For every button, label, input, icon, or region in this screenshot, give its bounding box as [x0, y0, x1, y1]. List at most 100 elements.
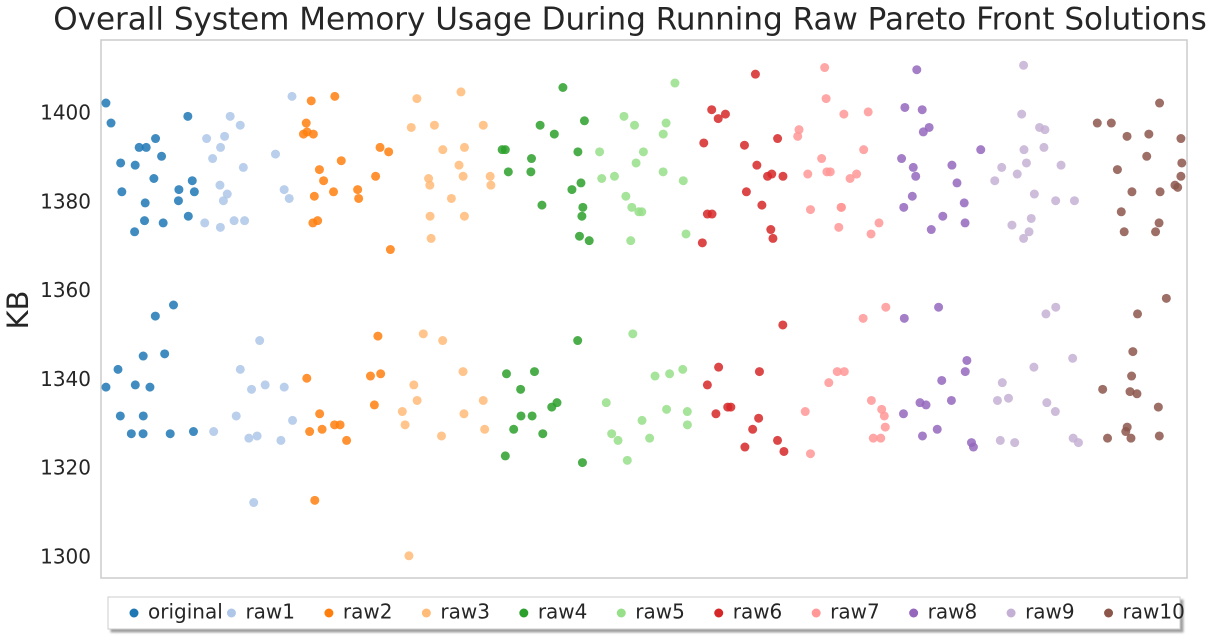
point: [1153, 402, 1163, 412]
point: [235, 120, 245, 130]
point: [899, 202, 909, 212]
point: [793, 131, 803, 141]
legend-marker: [129, 608, 139, 618]
point: [200, 218, 210, 228]
point: [183, 111, 193, 121]
point: [385, 245, 395, 255]
point: [834, 222, 844, 232]
point: [960, 367, 970, 377]
point: [637, 415, 647, 425]
legend-marker: [811, 608, 821, 618]
point: [1151, 227, 1161, 237]
point: [158, 218, 168, 228]
point: [138, 351, 148, 361]
point: [215, 222, 225, 232]
point: [720, 109, 730, 119]
point: [478, 120, 488, 130]
point: [215, 180, 225, 190]
point: [458, 171, 468, 181]
point: [459, 211, 469, 221]
point: [750, 69, 760, 79]
point: [1132, 389, 1142, 399]
point: [658, 129, 668, 139]
point: [375, 142, 385, 152]
point: [879, 411, 889, 421]
point: [1039, 142, 1049, 152]
point: [1142, 151, 1152, 161]
point: [960, 218, 970, 228]
point: [947, 160, 957, 170]
point: [418, 329, 428, 339]
point: [574, 231, 584, 241]
point: [1127, 371, 1137, 381]
point: [1119, 227, 1129, 237]
point: [946, 395, 956, 405]
point: [247, 384, 257, 394]
point: [682, 407, 692, 417]
legend-box: [107, 596, 1181, 630]
point: [658, 167, 668, 177]
point: [1122, 131, 1132, 141]
point: [486, 180, 496, 190]
point: [406, 122, 416, 132]
point: [1177, 158, 1187, 168]
point: [276, 435, 286, 445]
point: [713, 114, 723, 124]
point: [113, 364, 123, 374]
point: [480, 424, 490, 434]
point: [527, 154, 537, 164]
point: [619, 111, 629, 121]
point: [438, 336, 448, 346]
point: [547, 402, 557, 412]
point: [665, 369, 675, 379]
point: [754, 413, 764, 423]
point: [330, 91, 340, 101]
point: [1069, 196, 1079, 206]
point: [609, 171, 619, 181]
point: [1007, 220, 1017, 230]
point: [579, 116, 589, 126]
point: [995, 435, 1005, 445]
point: [601, 398, 611, 408]
point: [101, 98, 111, 108]
point: [681, 229, 691, 239]
point: [134, 142, 144, 152]
point: [1024, 227, 1034, 237]
point: [138, 411, 148, 421]
point: [308, 218, 318, 228]
point: [934, 302, 944, 312]
legend-label: original: [148, 600, 223, 624]
point: [637, 207, 647, 217]
point: [526, 167, 536, 177]
point: [373, 331, 383, 341]
point: [140, 216, 150, 226]
point: [255, 336, 265, 346]
point: [438, 145, 448, 155]
point: [260, 380, 270, 390]
point: [990, 176, 1000, 186]
point: [820, 63, 830, 73]
point: [631, 158, 641, 168]
point: [187, 176, 197, 186]
point: [576, 178, 586, 188]
point: [354, 193, 364, 203]
point: [707, 209, 717, 219]
y-tick-label: 1320: [40, 456, 91, 480]
legend-marker: [714, 608, 724, 618]
point: [535, 120, 545, 130]
point: [500, 451, 510, 461]
point: [682, 420, 692, 430]
point: [425, 180, 435, 190]
point: [997, 162, 1007, 172]
point: [897, 154, 907, 164]
point: [412, 395, 422, 405]
point: [1029, 362, 1039, 372]
point: [1121, 427, 1131, 437]
point: [1073, 438, 1083, 448]
point: [329, 187, 339, 197]
point: [863, 107, 873, 117]
point: [117, 187, 127, 197]
point: [1155, 187, 1165, 197]
point: [1133, 309, 1143, 319]
point: [1017, 109, 1027, 119]
